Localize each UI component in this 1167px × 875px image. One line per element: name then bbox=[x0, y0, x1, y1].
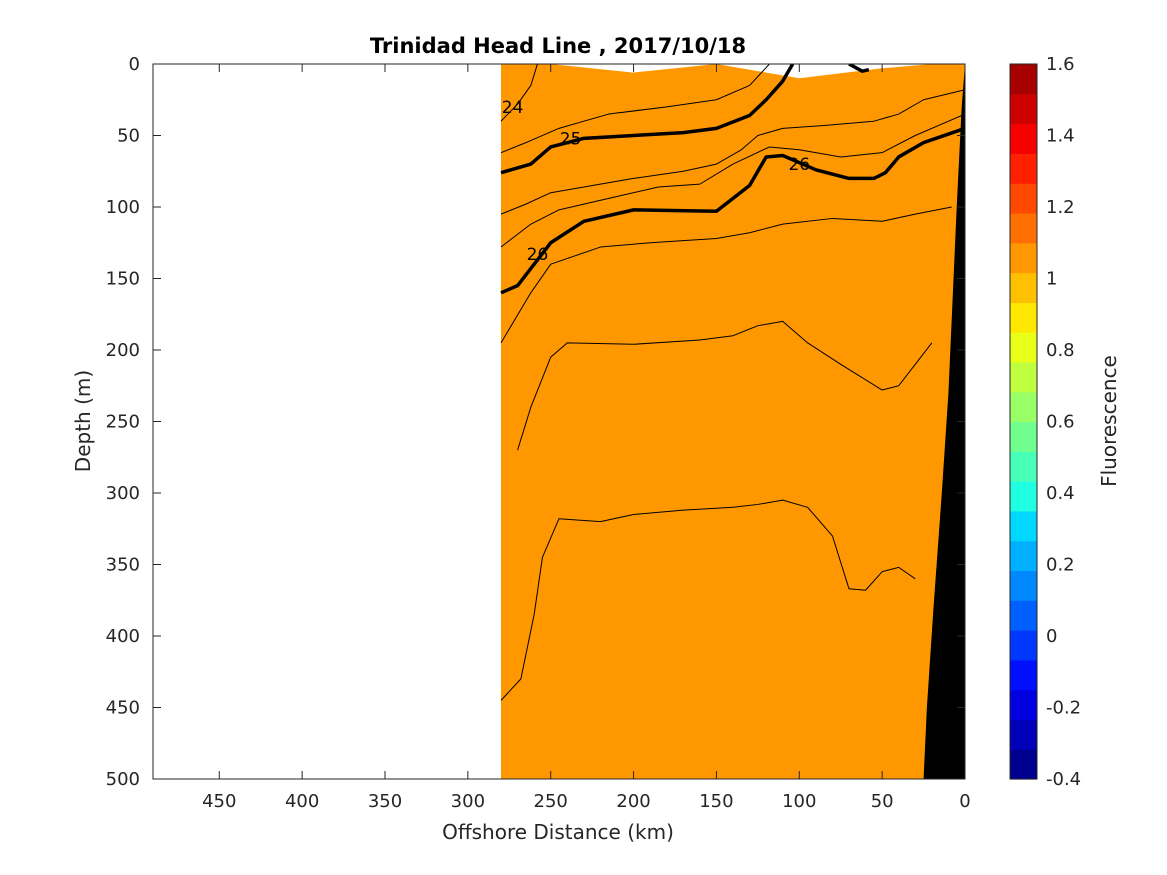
chart-title: Trinidad Head Line , 2017/10/18 bbox=[370, 34, 746, 58]
colorbar-segment bbox=[1010, 332, 1037, 363]
seafloor-mask bbox=[923, 64, 965, 779]
x-tick-label: 100 bbox=[782, 791, 816, 812]
x-tick-label: 150 bbox=[699, 791, 733, 812]
y-axis: 0 50 100 150 200 250 300 350 400 450 500 bbox=[106, 54, 965, 790]
density-contour-6 bbox=[500, 113, 965, 248]
colorbar-segment bbox=[1010, 451, 1037, 482]
colorbar-segment bbox=[1010, 64, 1037, 95]
density-contour-1 bbox=[500, 64, 770, 154]
x-tick-label: 200 bbox=[616, 791, 650, 812]
colorbar-segment bbox=[1010, 242, 1037, 274]
colorbar-tick-label: -0.2 bbox=[1046, 698, 1081, 719]
y-tick-label: 450 bbox=[106, 698, 140, 719]
density-contour-2 bbox=[500, 64, 795, 175]
colorbar-segment bbox=[1010, 600, 1037, 631]
y-axis-label: Depth (m) bbox=[71, 370, 95, 472]
density-contour-5 bbox=[500, 89, 965, 215]
x-tick-label: 0 bbox=[959, 791, 970, 812]
colorbar-segment bbox=[1010, 361, 1037, 393]
y-tick-label: 400 bbox=[106, 626, 140, 647]
colorbar-segment bbox=[1010, 510, 1037, 542]
x-axis: 450 400 350 300 250 200 150 100 50 0 bbox=[202, 64, 971, 812]
density-contour-8 bbox=[517, 320, 933, 451]
y-tick-label: 250 bbox=[106, 412, 140, 433]
contour-label: 26 bbox=[788, 155, 810, 175]
contour-label: 25 bbox=[560, 129, 582, 149]
colorbar-segment bbox=[1010, 630, 1037, 661]
colorbar-segment bbox=[1010, 481, 1037, 512]
x-axis-label: Offshore Distance (km) bbox=[442, 820, 674, 844]
x-tick-label: 350 bbox=[368, 791, 402, 812]
fluorescence-band-8 bbox=[501, 64, 965, 779]
density-contour-7 bbox=[500, 206, 952, 344]
contour-label: 24 bbox=[502, 98, 524, 118]
colorbar-tick-label: 0.8 bbox=[1046, 340, 1075, 361]
colorbar-segment bbox=[1010, 272, 1037, 303]
plot-area: 24 25 26 26 bbox=[152, 63, 966, 780]
y-tick-label: 100 bbox=[106, 197, 140, 218]
colorbar-segment bbox=[1010, 391, 1037, 423]
colorbar-label: Fluorescence bbox=[1097, 355, 1121, 487]
colorbar-tick-label: 1.6 bbox=[1046, 54, 1075, 75]
contour-label: 26 bbox=[527, 245, 549, 265]
colorbar-segment bbox=[1010, 93, 1037, 125]
x-tick-label: 450 bbox=[202, 791, 236, 812]
x-tick-label: 400 bbox=[285, 791, 319, 812]
colorbar-segment bbox=[1010, 421, 1037, 452]
colorbar-segment bbox=[1010, 689, 1037, 721]
y-tick-label: 50 bbox=[117, 126, 140, 147]
density-contour-3 bbox=[500, 126, 965, 295]
colorbar-tick-label: 1 bbox=[1046, 269, 1057, 290]
colorbar-segment bbox=[1010, 719, 1037, 750]
colorbar-segment bbox=[1010, 570, 1037, 601]
seafloor bbox=[923, 64, 965, 779]
y-tick-label: 300 bbox=[106, 483, 140, 504]
colorbar-segment bbox=[1010, 302, 1037, 333]
y-tick-label: 350 bbox=[106, 555, 140, 576]
colorbar-tick-label: 0.4 bbox=[1046, 483, 1075, 504]
colorbar-segment bbox=[1010, 212, 1037, 244]
y-tick-label: 150 bbox=[106, 269, 140, 290]
y-tick-label: 200 bbox=[106, 340, 140, 361]
colorbar-tick-label: 0.6 bbox=[1046, 412, 1075, 433]
colorbar-segment bbox=[1010, 153, 1037, 184]
colorbar-segment bbox=[1010, 749, 1037, 780]
density-contour-10 bbox=[848, 64, 870, 73]
x-tick-label: 50 bbox=[871, 791, 894, 812]
colorbar-segment bbox=[1010, 659, 1037, 691]
density-contours: 24 25 26 26 bbox=[500, 64, 965, 701]
colorbar-frame bbox=[1009, 63, 1038, 780]
colorbar: 1.6 1.4 1.2 1 0.8 0.6 0.4 0.2 0 -0.2 -0.4 bbox=[1009, 54, 1081, 790]
x-tick-label: 250 bbox=[534, 791, 568, 812]
y-tick-label: 500 bbox=[106, 769, 140, 790]
x-tick-label: 300 bbox=[451, 791, 485, 812]
colorbar-segment bbox=[1010, 123, 1037, 154]
colorbar-tick-label: 1.2 bbox=[1046, 197, 1075, 218]
colorbar-tick-label: 1.4 bbox=[1046, 126, 1075, 147]
colorbar-tick-label: 0.2 bbox=[1046, 555, 1075, 576]
y-tick-label: 0 bbox=[129, 54, 140, 75]
colorbar-tick-label: -0.4 bbox=[1046, 769, 1081, 790]
colorbar-segment bbox=[1010, 540, 1037, 572]
density-contour-9 bbox=[500, 499, 916, 701]
colorbar-tick-label: 0 bbox=[1046, 626, 1057, 647]
density-contour-0 bbox=[500, 64, 538, 122]
colorbar-segment bbox=[1010, 183, 1037, 214]
fluorescence-field bbox=[501, 64, 965, 779]
